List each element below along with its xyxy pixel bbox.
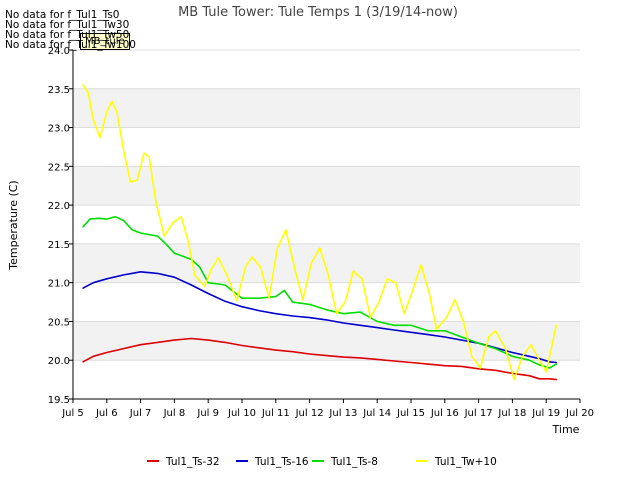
x-tick-label: Jul 18 (497, 408, 526, 419)
series-line-tul1-ts-32 (82, 337, 558, 381)
legend-label: Tul1_Ts-16 (254, 456, 309, 468)
grid-band (73, 282, 580, 322)
y-tick-label: 21.5 (48, 240, 70, 251)
y-tick-label: 24.0 (48, 46, 70, 57)
grid-band (73, 127, 580, 167)
no-data-message-3: No data for f_Tul1_Tw50 (5, 29, 130, 41)
y-tick-label: 23.5 (48, 85, 70, 96)
legend-label: Tul1_Tw+10 (434, 456, 497, 468)
grid-band (73, 360, 580, 399)
x-tick-label: Jul 14 (362, 408, 391, 419)
grid-band (73, 166, 580, 206)
x-tick-label: Jul 13 (328, 408, 357, 419)
y-tick-label: 23.0 (48, 124, 70, 135)
grid-band (73, 88, 580, 128)
y-tick-label: 20.0 (48, 356, 70, 367)
x-tick-label: Jul 16 (430, 408, 459, 419)
x-tick-label: Jul 20 (565, 408, 594, 419)
x-tick-label: Jul 9 (196, 408, 219, 419)
x-tick-label: Jul 11 (261, 408, 290, 419)
legend-label: Tul1_Ts-32 (165, 456, 220, 468)
x-tick-label: Jul 12 (295, 408, 324, 419)
legend-label: Tul1_Ts-8 (330, 456, 378, 468)
x-tick-label: Jul 5 (61, 408, 84, 419)
y-axis-label: Temperature (C) (7, 180, 20, 270)
x-tick-label: Jul 6 (95, 408, 118, 419)
grid-band (73, 205, 580, 244)
series-line-tul1-tw-10 (82, 84, 558, 381)
grid-band (73, 50, 580, 89)
y-ticks: 19.5 20.0 20.5 21.0 21.5 22.0 22.5 23.0 23.5 24.0 (48, 46, 73, 406)
grid-band (73, 243, 580, 283)
x-axis-label: Time (552, 423, 580, 436)
x-tick-label: Jul 7 (129, 408, 152, 419)
y-tick-label: 19.5 (48, 395, 70, 406)
tooltip-box: MB_tule (80, 33, 130, 50)
grid-bands (73, 50, 580, 399)
y-tick-label: 22.0 (48, 201, 70, 212)
no-data-message-4: No data for f_Tul1_Tw100 (5, 39, 136, 51)
y-tick-label: 22.5 (48, 162, 70, 173)
x-tick-label: Jul 19 (531, 408, 560, 419)
x-tick-label: Jul 15 (396, 408, 425, 419)
series-layer (82, 84, 558, 381)
x-ticks: Jul 5 Jul 6 Jul 7 Jul 8 Jul 9 Jul 10 Jul 11 Jul… (61, 399, 594, 419)
no-data-message-2: No data for f_Tul1_Tw30 (5, 19, 130, 31)
x-tick-label: Jul 17 (464, 408, 493, 419)
no-data-message-1: No data for f_Tul1_Ts0 (5, 9, 120, 21)
x-tick-label: Jul 10 (227, 408, 256, 419)
legend: Tul1_Ts-32 Tul1_Ts-16 Tul1_Ts-8 Tul1_Tw+10 (147, 456, 497, 468)
y-tick-label: 21.0 (48, 279, 70, 290)
y-tick-label: 20.5 (48, 317, 70, 328)
chart-title: MB Tule Tower: Tule Temps 1 (3/19/14-now… (178, 5, 458, 20)
series-line-tul1-ts-8 (82, 215, 558, 369)
x-tick-label: Jul 8 (163, 408, 186, 419)
grid-band (73, 321, 580, 361)
